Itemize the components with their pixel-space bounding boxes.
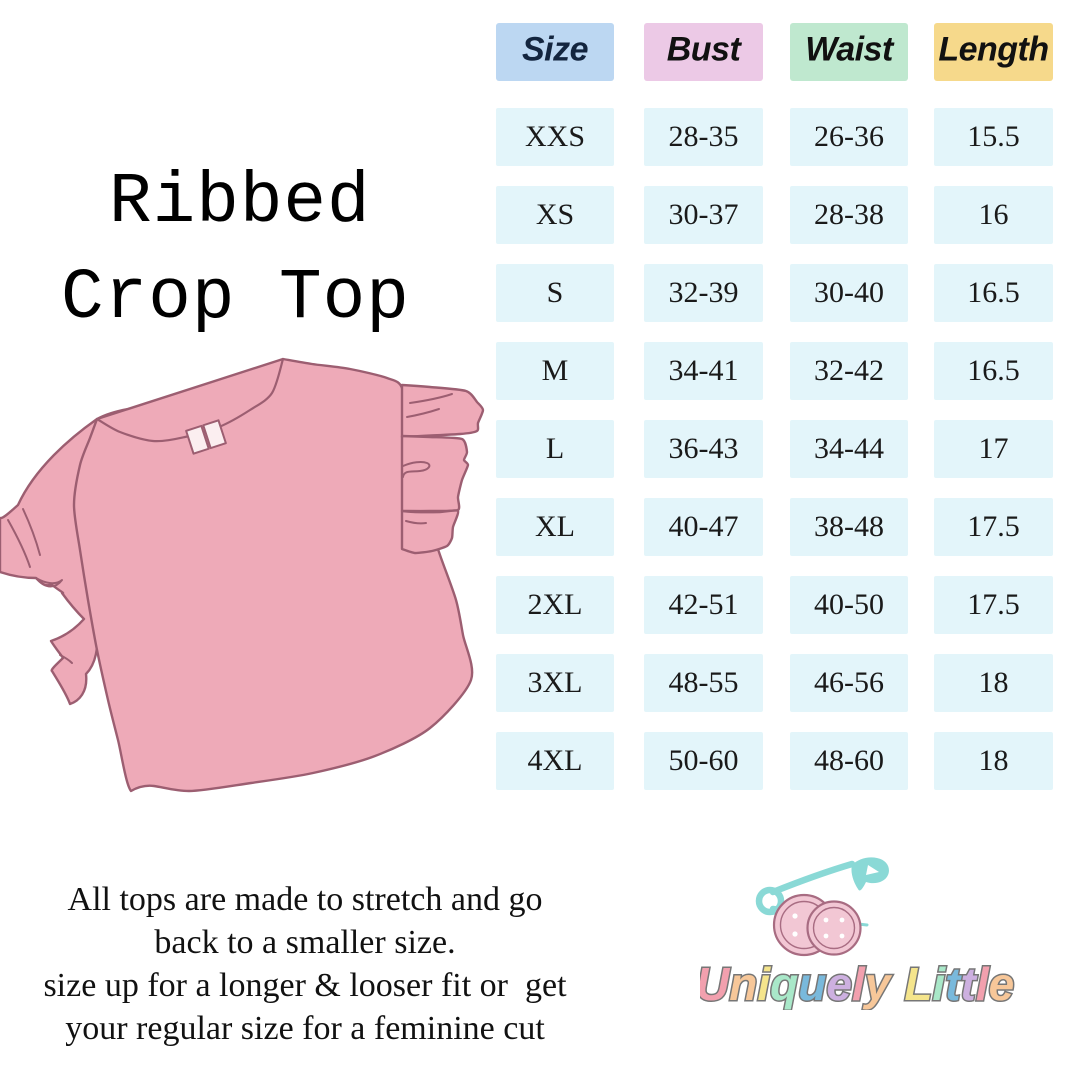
svg-text:UniquelyLittle: UniquelyLittle	[700, 958, 1014, 1010]
